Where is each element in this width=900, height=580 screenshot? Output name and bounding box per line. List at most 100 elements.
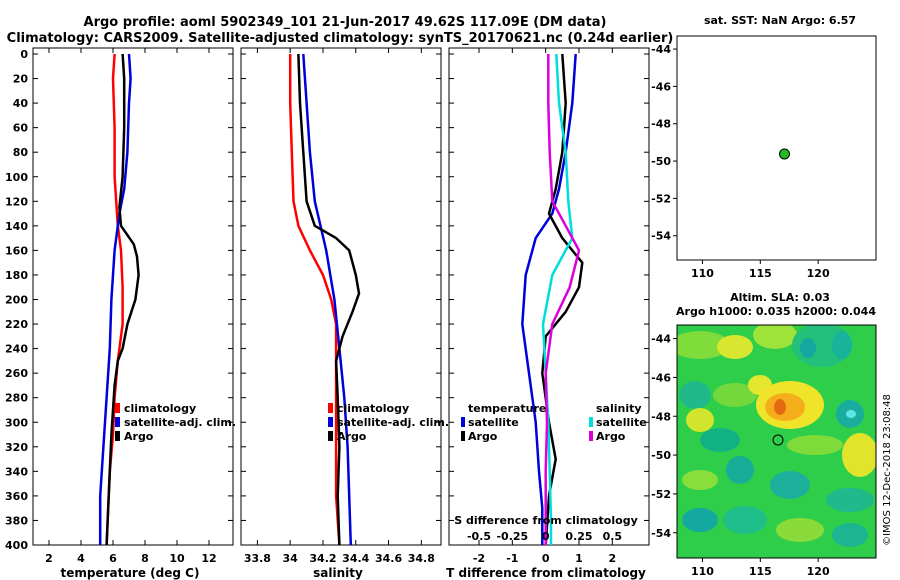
series-line-argo xyxy=(105,53,140,546)
depth-tick-label: 140 xyxy=(5,220,28,233)
x-tick-label: 34.8 xyxy=(408,552,435,565)
depth-tick-label: 60 xyxy=(13,122,29,135)
difference-plot: -2 -1 0 1 2 xyxy=(473,48,616,565)
x-tick-label: 33.8 xyxy=(244,552,271,565)
legend-label-climatology: climatology xyxy=(337,402,409,415)
lat-tick-label: -54 xyxy=(651,230,671,243)
sst-map-axes: -44 -46 -48 -50 -52 -54 110 115 120 xyxy=(651,43,830,280)
legend-swatch-argo xyxy=(328,431,333,441)
lat-tick-label: -46 xyxy=(651,371,671,384)
depth-tick-label: 80 xyxy=(13,146,29,159)
x-tick-label: 6 xyxy=(109,552,117,565)
legend-label-climatology: climatology xyxy=(124,402,196,415)
lat-tick-label: -52 xyxy=(651,488,671,501)
depth-tick-label: 300 xyxy=(5,416,28,429)
lat-tick-label: -44 xyxy=(651,43,671,56)
legend-label-satellite: satellite-adj. clim. xyxy=(337,416,449,429)
depth-tick-label: 120 xyxy=(5,195,28,208)
salinity-xlabel: salinity xyxy=(313,566,363,580)
imos-credit: ©IMOS 12-Dec-2018 23:08:48 xyxy=(882,394,893,546)
legend-swatch-s-argo xyxy=(589,431,593,441)
depth-tick-label: 200 xyxy=(5,294,28,307)
lat-tick-label: -48 xyxy=(651,410,671,423)
ssh-panel-title-2: Argo h1000: 0.035 h2000: 0.044 xyxy=(676,305,876,318)
lat-tick-label: -50 xyxy=(651,155,671,168)
legend-label-s-argo: Argo xyxy=(596,430,626,443)
s-scale-tick-label: -0.25 xyxy=(496,530,528,543)
lat-tick-label: -44 xyxy=(651,333,671,346)
lon-tick-label: 110 xyxy=(691,565,714,578)
depth-tick-label: 240 xyxy=(5,343,28,356)
depth-tick-label: 260 xyxy=(5,367,28,380)
depth-tick-label: 360 xyxy=(5,490,28,503)
lat-tick-label: -54 xyxy=(651,527,671,540)
legend-label-s-satellite: satellite xyxy=(596,416,647,429)
series-line-t-argo xyxy=(541,53,584,546)
series-line-climatology xyxy=(288,54,341,546)
legend-label-t-argo: Argo xyxy=(468,430,498,443)
legend-title-temperature: temperature xyxy=(468,402,546,415)
s-scale-tick-label: 0.25 xyxy=(565,530,592,543)
legend-swatch-climatology xyxy=(328,403,333,413)
s-scale-tick-label: 0 xyxy=(542,530,550,543)
depth-tick-label: 20 xyxy=(13,73,29,86)
lon-tick-label: 120 xyxy=(807,565,830,578)
lat-tick-label: -52 xyxy=(651,192,671,205)
legend-title-salinity: salinity xyxy=(596,402,642,415)
legend-swatch-t-argo xyxy=(461,431,465,441)
x-tick-label: 34.2 xyxy=(309,552,336,565)
lat-tick-label: -50 xyxy=(651,449,671,462)
header-line-2: Climatology: CARS2009. Satellite-adjuste… xyxy=(7,31,674,46)
x-tick-label: 8 xyxy=(141,552,149,565)
x-tick-label: 1 xyxy=(575,552,583,565)
ssh-panel-title-1: Altim. SLA: 0.03 xyxy=(730,291,830,304)
difference-legend: temperature satellite Argo salinity sate… xyxy=(461,402,647,443)
lon-tick-label: 115 xyxy=(749,267,772,280)
series-line-argo xyxy=(297,53,361,546)
depth-tick-label: 340 xyxy=(5,465,28,478)
x-tick-label: 34.4 xyxy=(342,552,369,565)
salinity-plot-frame xyxy=(240,47,442,546)
legend-swatch-climatology xyxy=(115,403,120,413)
lon-tick-label: 120 xyxy=(807,267,830,280)
x-tick-label: 10 xyxy=(169,552,185,565)
depth-tick-label: 0 xyxy=(20,48,28,61)
temperature-plot: 2 4 6 8 10 12 xyxy=(45,48,217,565)
series-line-satellite-adj-clim- xyxy=(98,53,132,545)
x-tick-label: 12 xyxy=(201,552,216,565)
series-line-s-argo xyxy=(544,54,581,545)
depth-tick-label: 180 xyxy=(5,269,28,282)
x-tick-label: 34 xyxy=(283,552,299,565)
x-tick-label: 34.6 xyxy=(375,552,402,565)
header-line-1: Argo profile: aoml 5902349_101 21-Jun-20… xyxy=(84,15,607,30)
depth-tick-label: 160 xyxy=(5,244,28,257)
temperature-legend: climatology satellite-adj. clim. Argo xyxy=(115,402,236,443)
depth-axis: 0 20 40 60 80 100 120 140 160 180 200 220 240 260 280 3… xyxy=(5,48,649,552)
lat-tick-label: -46 xyxy=(651,80,671,93)
legend-swatch-s-satellite xyxy=(589,417,593,427)
series-line-satellite-adj-clim- xyxy=(302,53,353,546)
salinity-legend: climatology satellite-adj. clim. Argo xyxy=(328,402,449,443)
legend-label-argo: Argo xyxy=(337,430,367,443)
salinity-plot: 33.8 34 34.2 34.4 34.6 34.8 xyxy=(244,48,435,565)
legend-swatch-argo xyxy=(115,431,120,441)
depth-tick-label: 380 xyxy=(5,514,28,527)
depth-tick-label: 400 xyxy=(5,539,28,552)
argo-position-marker xyxy=(778,148,790,160)
s-scale-tick-label: 0.5 xyxy=(603,530,623,543)
x-tick-label: -1 xyxy=(506,552,518,565)
legend-swatch-satellite xyxy=(328,417,333,427)
x-tick-label: 4 xyxy=(77,552,85,565)
s-difference-scale: -0.5 -0.25 0 0.25 0.5 xyxy=(467,530,622,543)
sst-panel-title: sat. SST: NaN Argo: 6.57 xyxy=(704,14,856,27)
temperature-xlabel: temperature (deg C) xyxy=(61,566,200,580)
difference-xlabel: T difference from climatology xyxy=(446,566,646,580)
depth-tick-label: 320 xyxy=(5,441,28,454)
legend-label-satellite: satellite-adj. clim. xyxy=(124,416,236,429)
x-tick-label: -2 xyxy=(473,552,485,565)
lon-tick-label: 110 xyxy=(691,267,714,280)
legend-label-t-satellite: satellite xyxy=(468,416,519,429)
depth-tick-label: 40 xyxy=(13,97,29,110)
argo-position-ring xyxy=(772,434,784,446)
